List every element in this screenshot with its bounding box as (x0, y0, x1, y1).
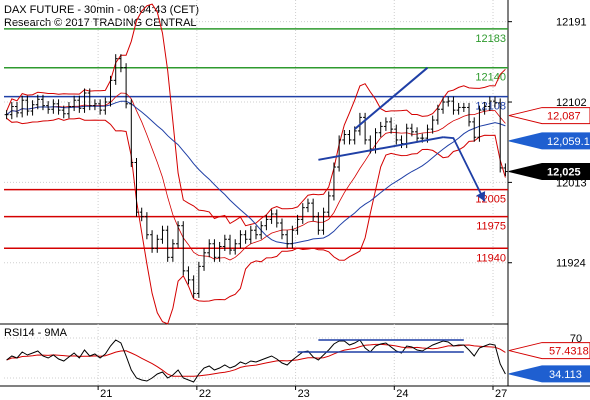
level-label: 12140 (475, 72, 506, 84)
price-tag-label: 12,087 (547, 111, 581, 123)
time-tick-label: 21 (100, 388, 112, 400)
lower-band-line (6, 117, 506, 325)
level-label: 12108 (475, 101, 506, 113)
level-label: 11975 (476, 221, 506, 233)
price-tag-label: 12,025 (547, 167, 581, 179)
level-label: 11940 (476, 252, 506, 264)
forecast-arrow-head (476, 191, 486, 202)
price-tag-last_price (508, 163, 590, 181)
price-tag-label: 12,059.1 (547, 136, 590, 148)
rsi-tag-label: 34.113 (549, 369, 582, 381)
wedge-upper-line (354, 66, 429, 130)
header-copyright: Research © 2017 TRADING CENTRAL (4, 17, 197, 29)
price-tag-moving_average (508, 132, 590, 150)
time-tick-label: 22 (199, 388, 211, 400)
time-tick-label: 23 (298, 388, 310, 400)
time-tick-label: 27 (495, 388, 507, 400)
forecast-arrow-line (443, 136, 486, 202)
wedge-lower-line (318, 136, 444, 161)
rsi-tag-label: 57.4318 (549, 346, 589, 358)
rsi-tick-label: 70 (570, 333, 582, 345)
rsi-line (6, 339, 506, 383)
level-label: 12183 (475, 33, 506, 45)
time-tick-label: 24 (396, 388, 408, 400)
price-tick-label: 12013 (556, 177, 587, 189)
header-title: DAX FUTURE - 30min - 08:04:43 (CET) (4, 4, 199, 16)
price-tick-label: 12102 (556, 97, 587, 109)
rsi-title: RSI14 - 9MA (4, 327, 68, 339)
price-tick-label: 11924 (556, 258, 586, 270)
rsi-tag-rsi_ma (508, 342, 590, 360)
rsi-tag-rsi (508, 365, 590, 383)
price-tag-upper_band (508, 107, 590, 125)
price-tick-label: 12191 (556, 17, 587, 29)
